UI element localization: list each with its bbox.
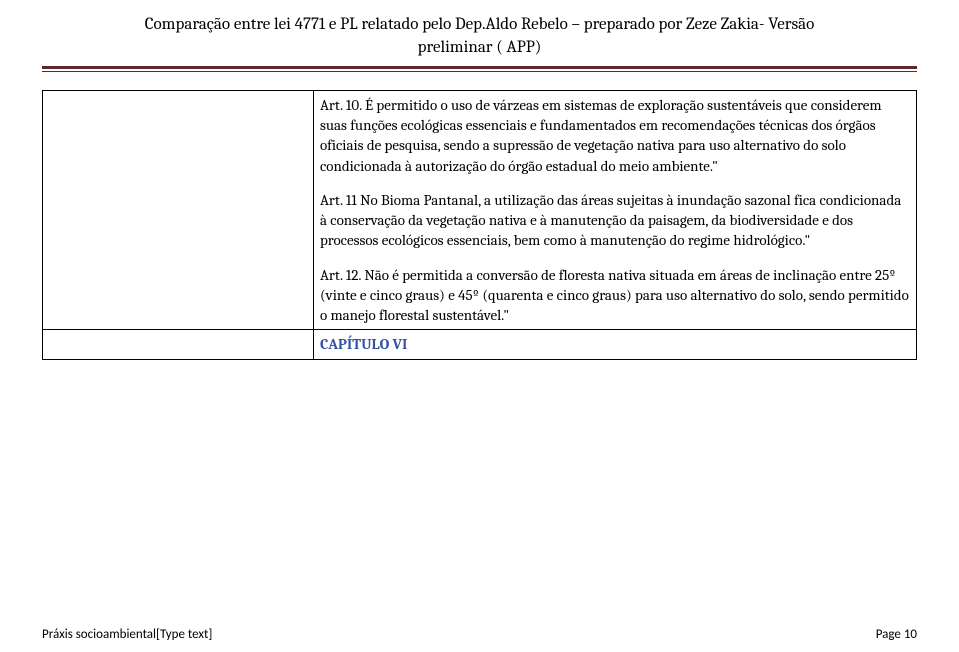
header-title-line1: Comparação entre lei 4771 e PL relatado … (42, 14, 917, 37)
table-row: CAPÍTULO VI (43, 330, 917, 359)
page-footer: Práxis socioambiental[Type text] Page 10 (42, 627, 917, 642)
chapter-heading: CAPÍTULO VI (320, 335, 407, 353)
article-10: Art. 10. É permitido o uso de várzeas em… (320, 95, 910, 176)
footer-left: Práxis socioambiental[Type text] (42, 627, 212, 642)
cell-right-1: Art. 10. É permitido o uso de várzeas em… (313, 90, 916, 330)
header-rule-thick (42, 66, 917, 69)
article-11: Art. 11 No Bioma Pantanal, a utilização … (320, 190, 910, 251)
article-12: Art. 12. Não é permitida a conversão de … (320, 265, 910, 326)
footer-page-number: Page 10 (876, 627, 917, 642)
cell-left-1 (43, 90, 314, 330)
comparison-table: Art. 10. É permitido o uso de várzeas em… (42, 90, 917, 360)
cell-left-2 (43, 330, 314, 359)
page-header: Comparação entre lei 4771 e PL relatado … (42, 14, 917, 60)
table-row: Art. 10. É permitido o uso de várzeas em… (43, 90, 917, 330)
cell-right-2: CAPÍTULO VI (313, 330, 916, 359)
header-rule-thin (42, 71, 917, 72)
header-title-line2: preliminar ( APP) (42, 37, 917, 60)
